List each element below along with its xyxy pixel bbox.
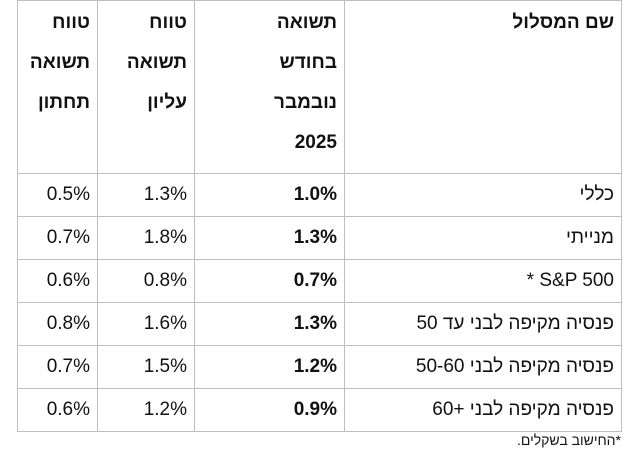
track-name: S&P 500 * [344,259,622,303]
track-name: פנסיה מקיפה לבני +60 [344,388,622,432]
header-cell: תשואה בחודש נובמבר 2025 [194,0,345,174]
return-cell: 0.8% [97,259,195,303]
table-row: כללי 1.0% 1.3% 0.5% [17,173,622,217]
table-row: פנסיה מקיפה לבני 50-60 1.2% 1.5% 0.7% [17,345,622,389]
return-cell: 0.6% [17,259,98,303]
header-row: שם המסלול תשואה בחודש נובמבר 2025 טווח ת… [17,0,622,174]
return-cell: 1.3% [194,216,345,260]
return-cell: 0.5% [17,173,98,217]
return-cell: 1.2% [194,345,345,389]
return-cell: 0.7% [17,216,98,260]
track-name: כללי [344,173,622,217]
table-row: מנייתי 1.3% 1.8% 0.7% [17,216,622,260]
table-row: פנסיה מקיפה לבני +60 0.9% 1.2% 0.6% [17,388,622,432]
return-cell: 0.9% [194,388,345,432]
track-name: פנסיה מקיפה לבני עד 50 [344,302,622,346]
track-name: פנסיה מקיפה לבני 50-60 [344,345,622,389]
return-cell: 1.5% [97,345,195,389]
header-cell: טווח תשואה עליון [97,0,195,174]
header-cell: שם המסלול [344,0,622,174]
return-cell: 1.8% [97,216,195,260]
return-cell: 1.3% [194,302,345,346]
return-cell: 0.8% [17,302,98,346]
return-cell: 1.0% [194,173,345,217]
return-cell: 0.7% [194,259,345,303]
return-cell: 1.6% [97,302,195,346]
table-body: כללי 1.0% 1.3% 0.5% מנייתי 1.3% 1.8% 0.7% S&P 50… [17,173,622,432]
track-name: מנייתי [344,216,622,260]
table-row: פנסיה מקיפה לבני עד 50 1.3% 1.6% 0.8% [17,302,622,346]
return-cell: 0.6% [17,388,98,432]
table-row: S&P 500 * 0.7% 0.8% 0.6% [17,259,622,303]
return-cell: 0.7% [17,345,98,389]
returns-table: שם המסלול תשואה בחודש נובמבר 2025 טווח ת… [17,0,622,432]
footnote: *החישוב בשקלים. [516,432,621,448]
return-cell: 1.2% [97,388,195,432]
return-cell: 1.3% [97,173,195,217]
header-cell: טווח תשואה תחתון [17,0,98,174]
